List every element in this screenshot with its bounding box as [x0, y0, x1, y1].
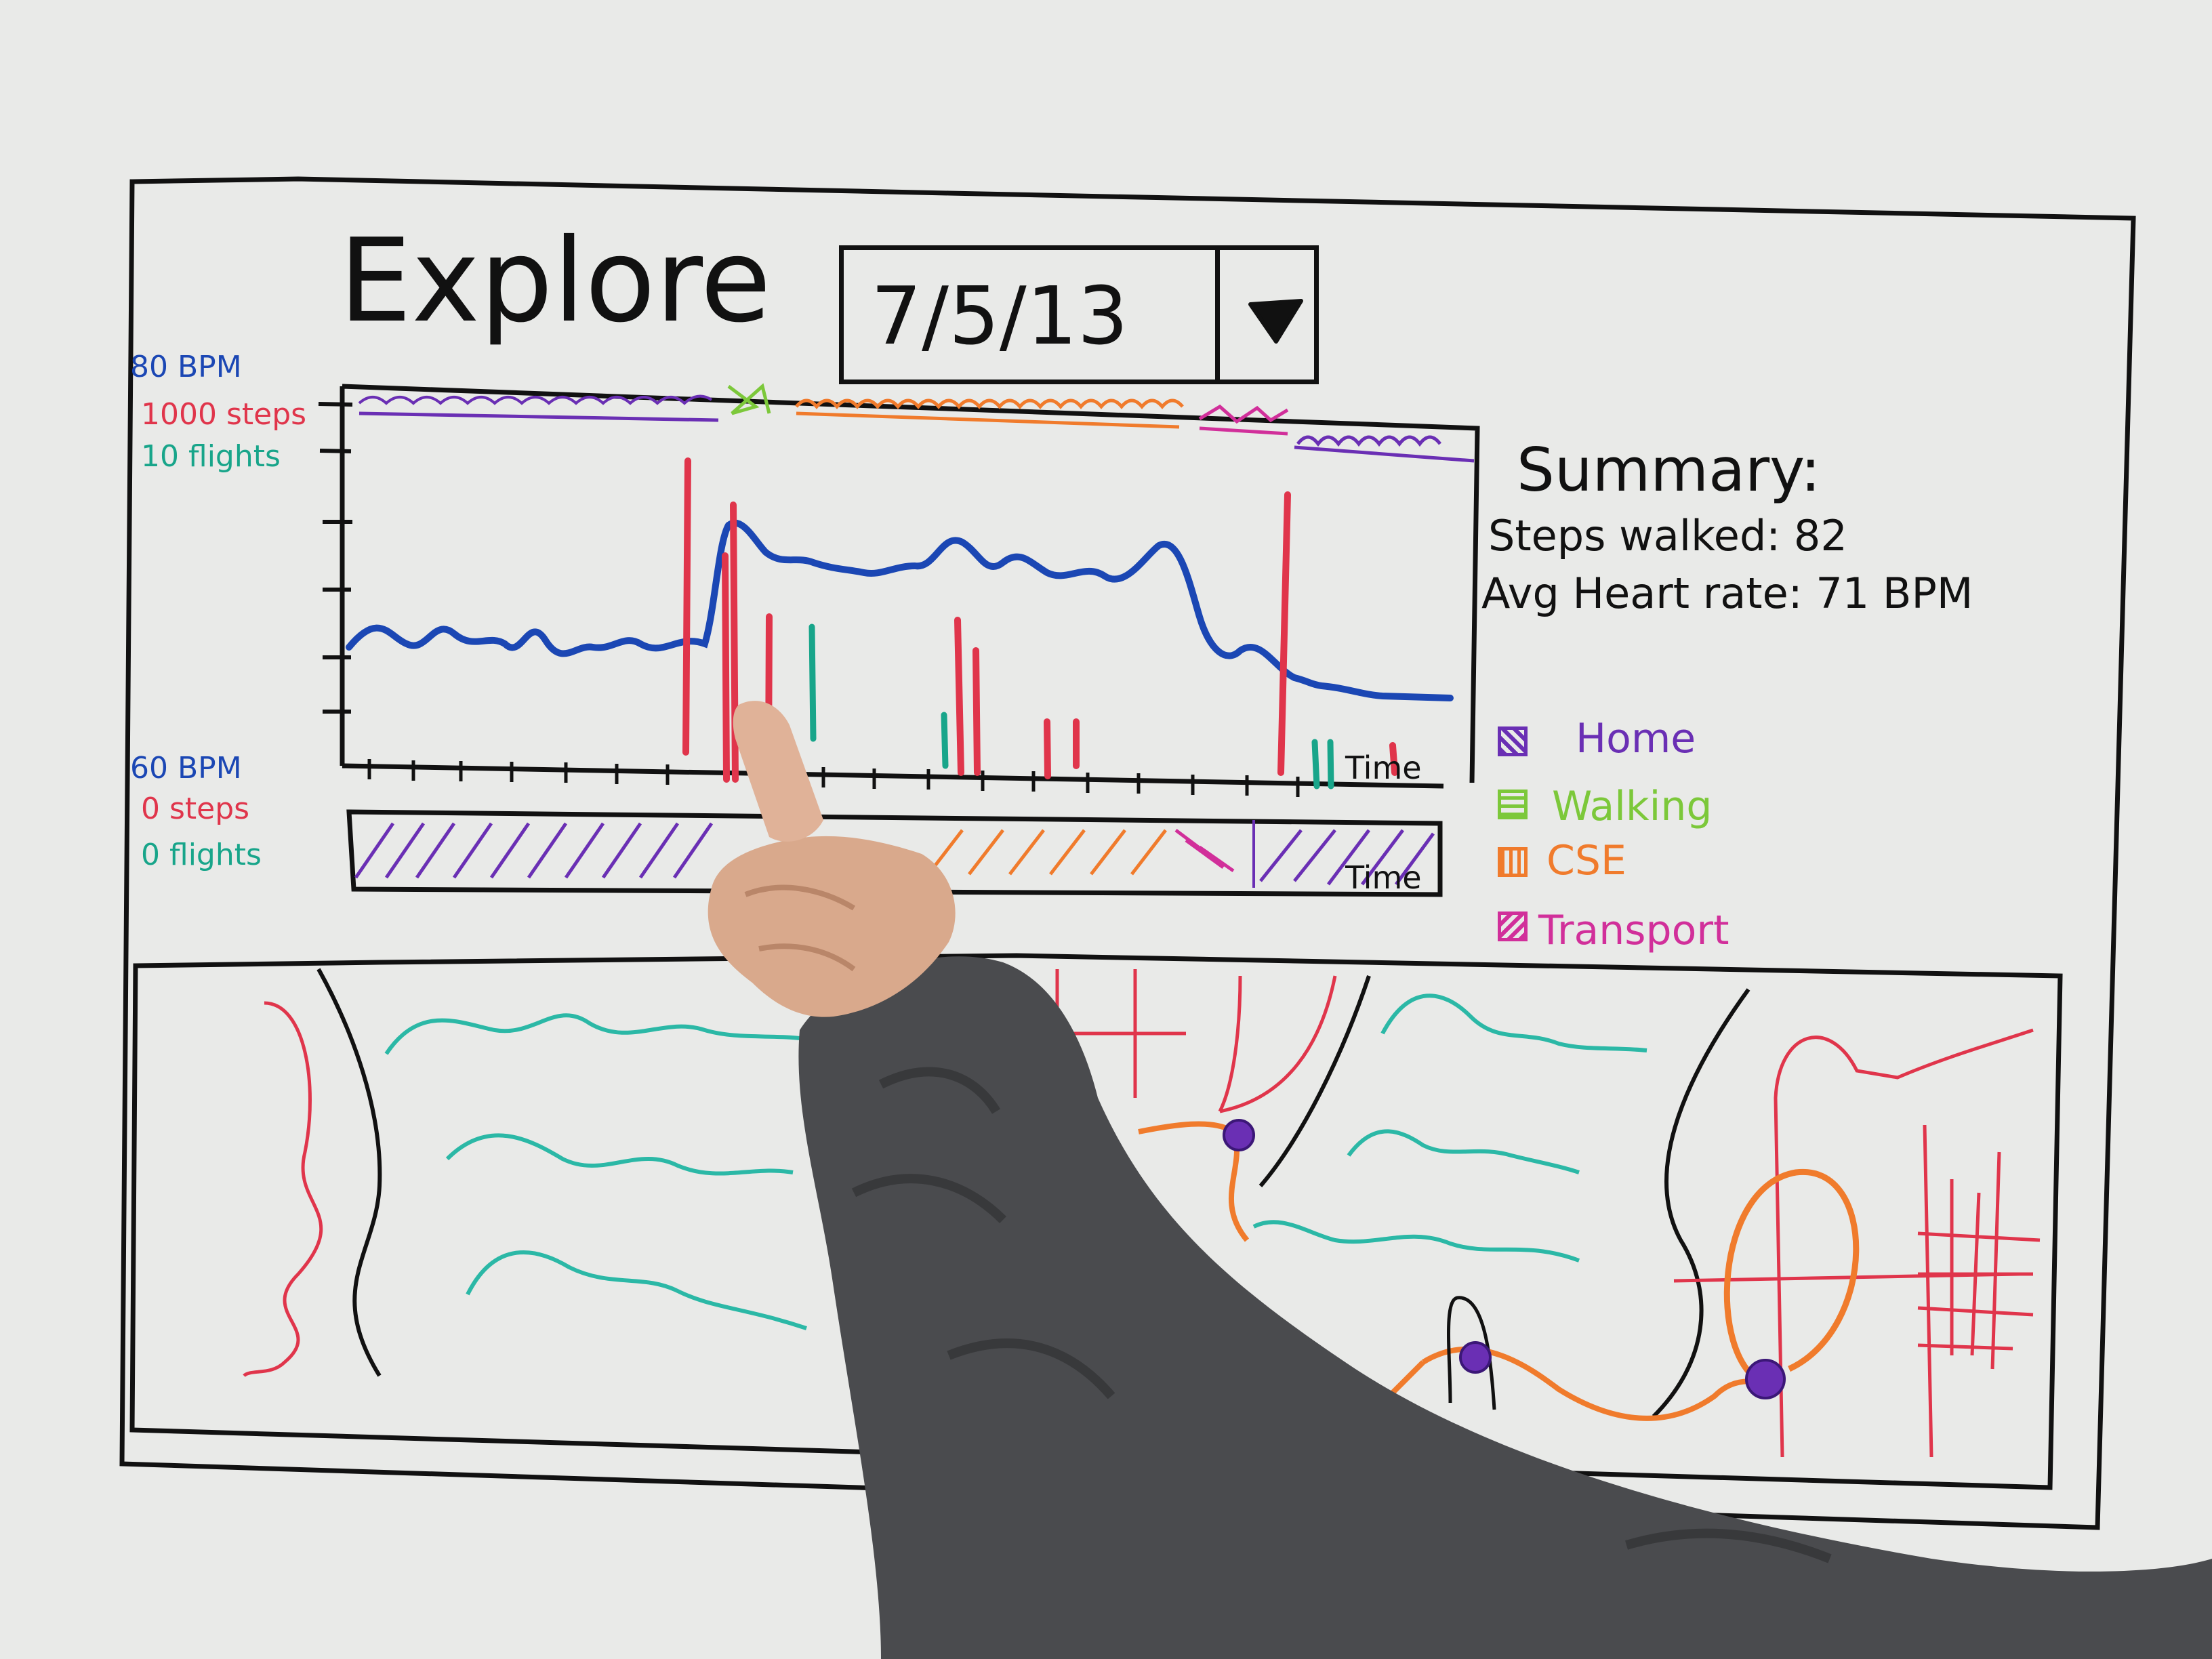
y-axis-min-bpm: 60 BPM: [130, 751, 242, 785]
stop-marker: [1223, 1119, 1255, 1151]
map-frame: [129, 953, 2063, 1490]
legend-label-home: Home: [1576, 715, 1696, 762]
y-axis-max-flights: 10 flights: [141, 439, 281, 474]
timeline-transport-hatch: [1174, 829, 1235, 873]
dropdown-divider: [1215, 250, 1220, 380]
triangle-down-icon[interactable]: [1237, 270, 1311, 365]
home-strip-end: [1294, 435, 1475, 463]
timeline-home-hatch: [354, 822, 714, 879]
timeline-cse-hatch: [927, 829, 1167, 876]
legend-swatch-walking: [1498, 790, 1528, 819]
home-strip-line: [359, 411, 719, 422]
summary-avg-heart-rate: Avg Heart rate: 71 BPM: [1481, 569, 1973, 618]
activity-chart: [318, 383, 1480, 797]
legend-swatch-transport: [1498, 912, 1528, 941]
outer-frame: [119, 176, 2136, 1530]
step-bars: [682, 457, 1398, 783]
page-title: Explore: [339, 214, 771, 348]
map-road-left: [243, 1001, 323, 1378]
map-panel: [129, 953, 2063, 1490]
transport-strip: [1198, 404, 1289, 436]
location-timeline: [346, 809, 1443, 897]
map-coastline-left: [316, 968, 382, 1377]
home-strip-top: [358, 394, 713, 405]
legend-label-transport: Transport: [1538, 907, 1729, 954]
chart-y-ticks: [318, 402, 353, 714]
legend-label-walking: Walking: [1552, 783, 1713, 830]
stop-marker: [1745, 1359, 1786, 1399]
y-axis-max-steps: 1000 steps: [141, 397, 307, 432]
map-coastline-center: [1258, 975, 1371, 1187]
timeline-frame: [346, 809, 1443, 897]
stop-marker: [1459, 1341, 1492, 1374]
date-value: 7/5/13: [871, 269, 1128, 363]
map-water: [384, 994, 1647, 1330]
heart-rate-line: [346, 519, 1454, 701]
y-axis-max-bpm: 80 BPM: [130, 350, 242, 384]
summary-steps-walked: Steps walked: 82: [1488, 511, 1847, 560]
chart-time-label: Time: [1345, 750, 1422, 786]
cse-strip: [795, 398, 1184, 429]
chart-frame: [340, 384, 1480, 783]
flight-bars: [808, 623, 1334, 790]
legend-swatch-home: [1498, 726, 1528, 756]
y-axis-min-steps: 0 steps: [141, 792, 250, 826]
chart-x-axis: [342, 763, 1444, 789]
y-axis-min-flights: 0 flights: [141, 838, 262, 872]
map-roads-center: [1055, 969, 1337, 1113]
walking-strip: [727, 383, 771, 415]
timeline-home-hatch-end: [1259, 829, 1435, 886]
legend-swatch-cse: [1498, 847, 1528, 877]
legend-label-cse: CSE: [1547, 837, 1626, 884]
date-dropdown[interactable]: 7/5/13: [839, 245, 1319, 384]
summary-title: Summary:: [1517, 435, 1821, 505]
chart-x-ticks: [367, 759, 1300, 797]
timeline-time-label: Time: [1345, 859, 1422, 896]
